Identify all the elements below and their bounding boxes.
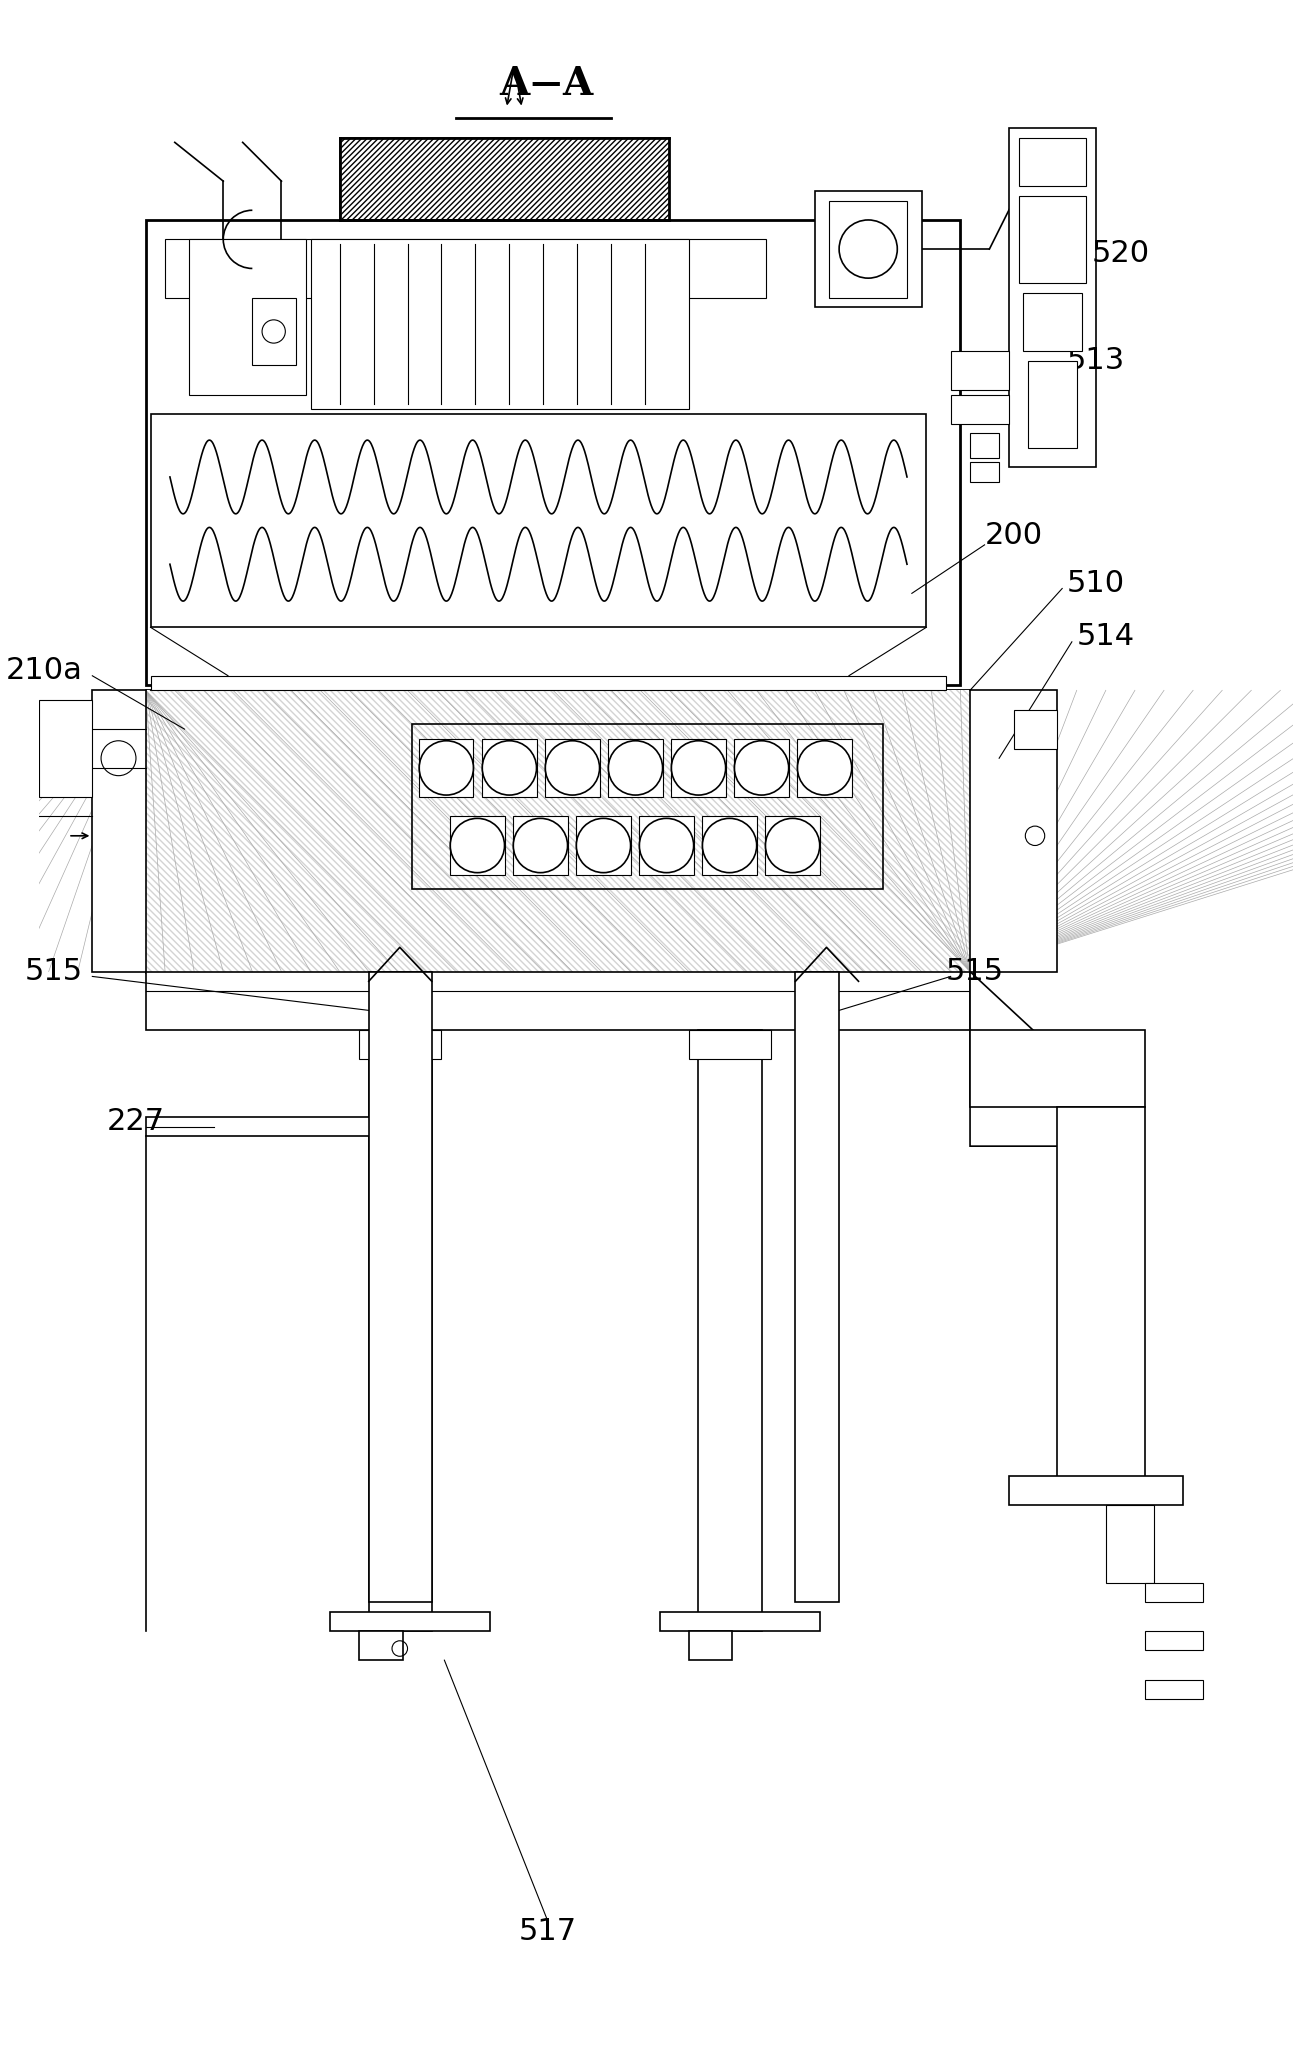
Bar: [146, 1117, 388, 1137]
Bar: [150, 675, 945, 691]
Bar: [39, 699, 92, 798]
Bar: [829, 200, 906, 297]
Bar: [608, 738, 662, 798]
Bar: [146, 691, 970, 971]
Text: A: A: [562, 65, 592, 102]
Bar: [1009, 129, 1096, 466]
Bar: [671, 738, 725, 798]
Bar: [698, 1031, 762, 1632]
Bar: [369, 971, 432, 1601]
Bar: [970, 691, 1058, 971]
Bar: [1019, 137, 1086, 186]
Bar: [546, 738, 600, 798]
Text: 510: 510: [1067, 569, 1125, 597]
Bar: [92, 691, 146, 971]
Bar: [340, 137, 670, 221]
Bar: [1144, 1632, 1202, 1650]
Bar: [340, 137, 670, 221]
Bar: [412, 724, 883, 890]
Bar: [150, 413, 926, 628]
Text: 514: 514: [1077, 622, 1135, 652]
Bar: [146, 971, 970, 1031]
Bar: [577, 816, 631, 875]
Bar: [252, 297, 296, 366]
Bar: [1019, 196, 1086, 282]
Bar: [734, 738, 789, 798]
Bar: [450, 816, 504, 875]
Text: 520: 520: [1091, 239, 1149, 268]
Bar: [166, 239, 767, 297]
Bar: [1106, 1505, 1155, 1583]
Bar: [482, 738, 537, 798]
Bar: [146, 221, 961, 685]
Bar: [639, 816, 693, 875]
Bar: [419, 738, 473, 798]
Text: 513: 513: [1067, 346, 1125, 374]
Bar: [1023, 292, 1081, 352]
Polygon shape: [970, 971, 1106, 1145]
Bar: [950, 352, 1009, 391]
Bar: [146, 691, 970, 971]
Text: 515: 515: [945, 957, 1003, 986]
Bar: [815, 190, 922, 307]
Bar: [1058, 1106, 1144, 1495]
Bar: [513, 816, 568, 875]
Text: A: A: [499, 65, 529, 102]
Bar: [970, 462, 999, 483]
Text: 200: 200: [984, 521, 1042, 550]
Bar: [765, 816, 820, 875]
Bar: [689, 1632, 732, 1661]
Text: 227: 227: [107, 1108, 166, 1137]
Bar: [702, 816, 756, 875]
Bar: [359, 1632, 402, 1661]
Text: 517: 517: [518, 1918, 577, 1947]
Bar: [798, 738, 852, 798]
Text: 515: 515: [25, 957, 83, 986]
Text: 210a: 210a: [5, 656, 83, 685]
Bar: [659, 1611, 820, 1632]
Bar: [359, 1031, 441, 1059]
Text: —: —: [530, 70, 560, 100]
Bar: [1144, 1679, 1202, 1699]
Bar: [689, 1031, 771, 1059]
Bar: [330, 1611, 490, 1632]
Bar: [1009, 1476, 1183, 1505]
Bar: [310, 239, 689, 409]
Bar: [1014, 710, 1058, 748]
Bar: [950, 395, 1009, 423]
Bar: [970, 1031, 1144, 1106]
Bar: [1144, 1583, 1202, 1601]
Bar: [189, 239, 305, 395]
Bar: [1028, 360, 1077, 448]
Bar: [795, 971, 839, 1601]
Bar: [369, 1031, 432, 1632]
Bar: [970, 434, 999, 458]
